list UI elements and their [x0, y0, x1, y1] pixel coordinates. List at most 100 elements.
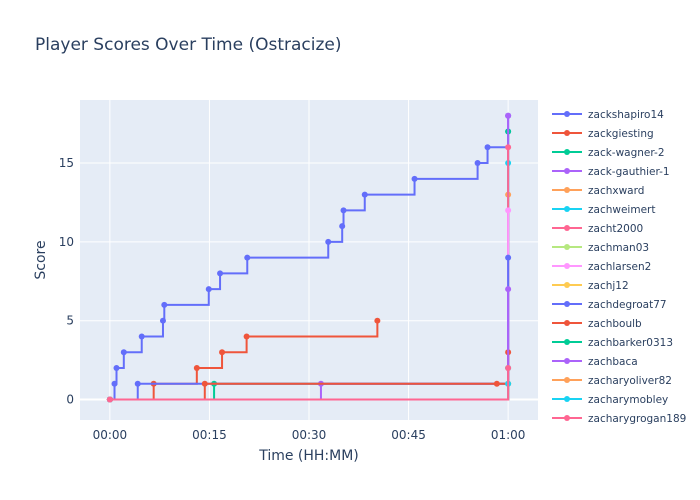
- data-point: [411, 175, 418, 182]
- legend-swatch-marker: [564, 301, 570, 307]
- data-point: [113, 364, 120, 371]
- legend-label: zachbaca: [588, 356, 638, 368]
- legend-swatch-marker: [564, 187, 570, 193]
- chart-title: Player Scores Over Time (Ostracize): [35, 35, 342, 55]
- legend-label: zachlarsen2: [588, 261, 651, 273]
- x-tick-label: 00:45: [391, 428, 426, 442]
- legend-item[interactable]: zacharymobley: [552, 394, 668, 406]
- legend-item[interactable]: zachxward: [552, 185, 644, 197]
- y-tick-label: 5: [66, 314, 74, 328]
- legend-item[interactable]: zachdegroat77: [552, 299, 667, 311]
- y-tick-label: 0: [66, 393, 74, 407]
- legend-item[interactable]: zachbarker0313: [552, 337, 673, 349]
- x-tick-label: 00:15: [192, 428, 227, 442]
- data-point: [505, 112, 512, 119]
- legend-swatch-marker: [564, 320, 570, 326]
- data-point: [159, 317, 166, 324]
- legend-label: zacharyoliver82: [588, 375, 672, 387]
- data-point: [505, 286, 512, 293]
- legend-item[interactable]: zachman03: [552, 242, 649, 254]
- legend-item[interactable]: zachweimert: [552, 204, 655, 216]
- legend-label: zacharymobley: [588, 394, 668, 406]
- tick-labels: 00:00 00:15 00:30 00:45 01:00 0 5 10 15: [59, 156, 526, 442]
- legend-swatch-marker: [564, 263, 570, 269]
- data-point: [505, 144, 512, 151]
- legend-label: zacht2000: [588, 223, 643, 235]
- data-point: [505, 364, 512, 371]
- data-point: [244, 254, 251, 261]
- legend-swatch-marker: [564, 377, 570, 383]
- legend-swatch-marker: [564, 225, 570, 231]
- legend-item[interactable]: zackshapiro14: [552, 109, 664, 121]
- legend-label: zachbarker0313: [588, 337, 673, 349]
- legend-label: zachman03: [588, 242, 649, 254]
- data-point: [325, 238, 332, 245]
- series-line: [109, 367, 510, 401]
- data-point: [205, 286, 212, 293]
- data-point: [361, 191, 368, 198]
- data-point: [120, 349, 127, 356]
- legend-label: zachj12: [588, 280, 629, 292]
- legend-label: zack-wagner-2: [588, 147, 665, 159]
- legend-item[interactable]: zacharyoliver82: [552, 375, 672, 387]
- data-point: [201, 380, 208, 387]
- legend-swatch-marker: [564, 111, 570, 117]
- legend-item[interactable]: zackgiesting: [552, 128, 654, 140]
- legend-label: zachdegroat77: [588, 299, 667, 311]
- legend-swatch-marker: [564, 206, 570, 212]
- data-point: [193, 364, 200, 371]
- legend-item[interactable]: zachlarsen2: [552, 261, 651, 273]
- legend-item[interactable]: zacht2000: [552, 223, 643, 235]
- legend-label: zacharygrogan189: [588, 413, 686, 425]
- data-point: [111, 380, 118, 387]
- legend-swatch-marker: [564, 149, 570, 155]
- legend-item[interactable]: zachj12: [552, 280, 629, 292]
- data-point: [505, 207, 512, 214]
- legend-swatch-marker: [564, 339, 570, 345]
- data-point: [493, 380, 500, 387]
- legend-label: zackshapiro14: [588, 109, 664, 121]
- data-point: [134, 380, 141, 387]
- legend-swatch-marker: [564, 282, 570, 288]
- series-zacharygrogan189: [106, 364, 512, 403]
- legend-swatch-marker: [564, 396, 570, 402]
- legend-swatch-marker: [564, 244, 570, 250]
- series-zackshapiro14: [106, 112, 512, 403]
- x-tick-label: 01:00: [491, 428, 526, 442]
- x-axis-title: Time (HH:MM): [258, 448, 359, 464]
- legend-swatch-marker: [564, 130, 570, 136]
- y-tick-label: 10: [59, 235, 74, 249]
- data-point: [243, 333, 250, 340]
- data-point: [374, 317, 381, 324]
- legend-swatch-marker: [564, 415, 570, 421]
- legend-item[interactable]: zachbaca: [552, 356, 638, 368]
- legend-label: zachxward: [588, 185, 644, 197]
- data-point: [161, 301, 168, 308]
- data-point: [217, 270, 224, 277]
- legend-label: zachweimert: [588, 204, 655, 216]
- y-axis-title: Score: [33, 240, 49, 279]
- y-tick-label: 15: [59, 156, 74, 170]
- legend-item[interactable]: zachboulb: [552, 318, 642, 330]
- x-tick-label: 00:30: [292, 428, 327, 442]
- series: [106, 112, 512, 403]
- legend-swatch-marker: [564, 358, 570, 364]
- legend-label: zackgiesting: [588, 128, 654, 140]
- data-point: [219, 349, 226, 356]
- data-point: [138, 333, 145, 340]
- legend-label: zachboulb: [588, 318, 642, 330]
- legend-swatch-marker: [564, 168, 570, 174]
- legend-item[interactable]: zack-wagner-2: [552, 147, 665, 159]
- data-point: [106, 396, 113, 403]
- data-point: [474, 160, 481, 167]
- x-tick-label: 00:00: [93, 428, 128, 442]
- legend-item[interactable]: zacharygrogan189: [552, 413, 686, 425]
- legend[interactable]: zackshapiro14 zackgiesting zack-wagner-2 za…: [552, 109, 686, 425]
- data-point: [340, 207, 347, 214]
- data-point: [505, 254, 512, 261]
- series-line: [109, 320, 379, 401]
- legend-item[interactable]: zack-gauthier-1: [552, 166, 670, 178]
- data-point: [484, 144, 491, 151]
- data-point: [339, 223, 346, 230]
